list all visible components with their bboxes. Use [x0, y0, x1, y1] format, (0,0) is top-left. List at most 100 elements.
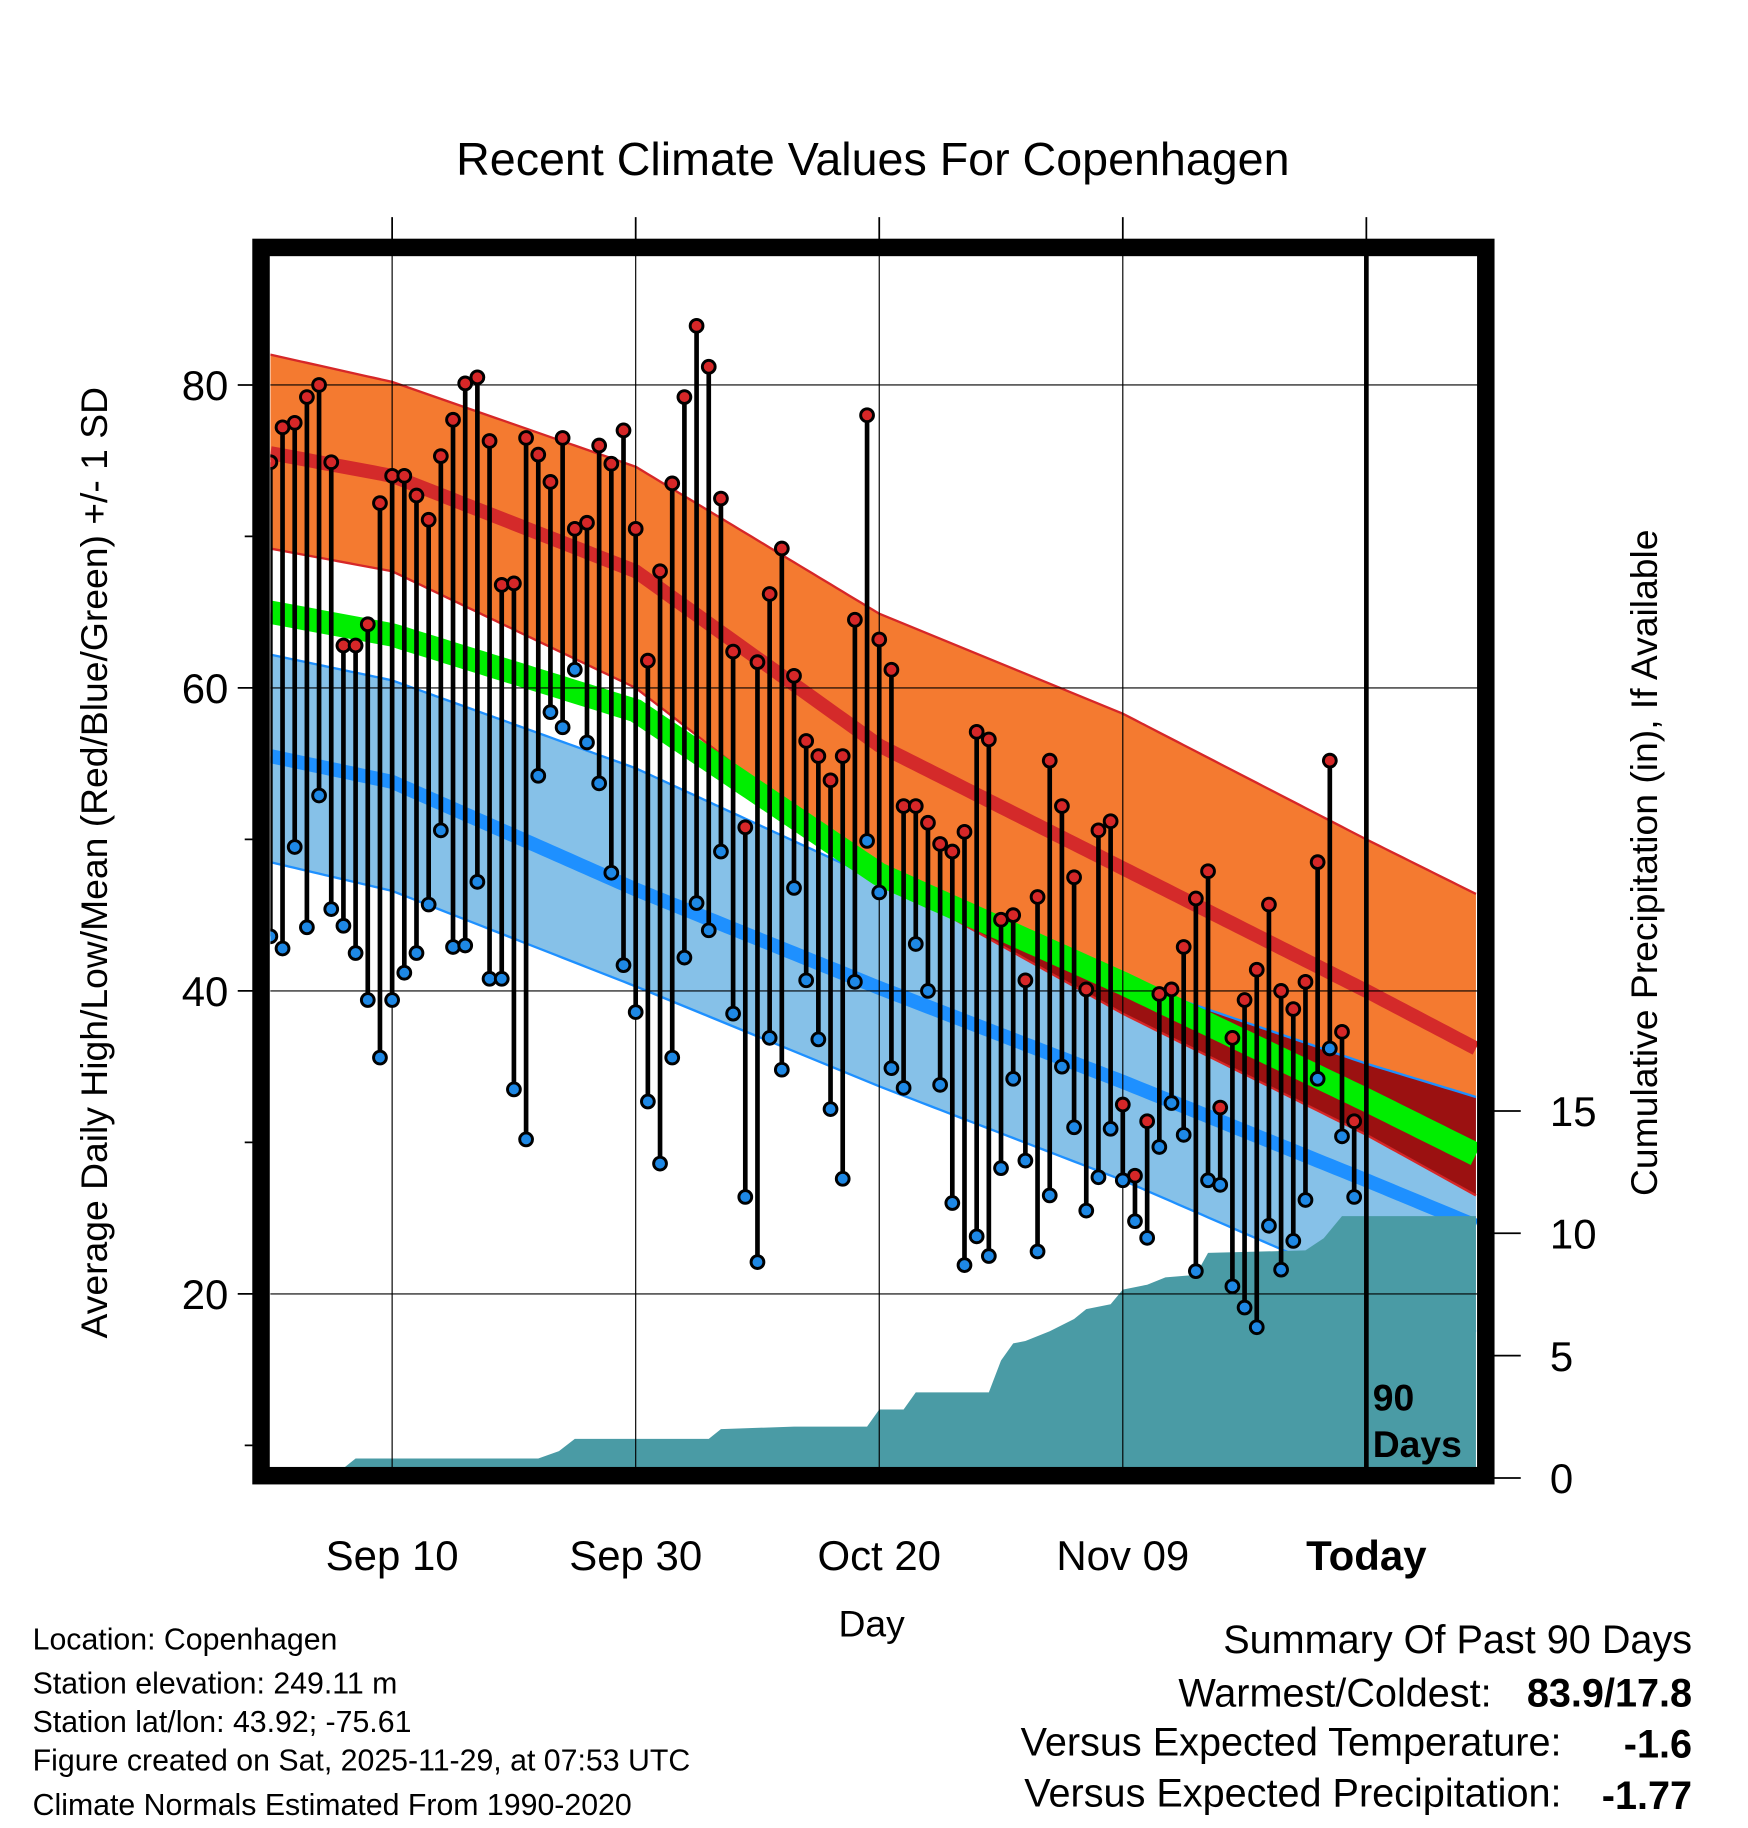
daily-low-point — [1334, 1128, 1350, 1145]
daily-low-point — [834, 1170, 851, 1187]
daily-low-point — [786, 880, 802, 896]
normal-high-line — [270, 446, 1478, 1055]
daily-high-point — [847, 611, 863, 628]
precipitation-area — [342, 1216, 1476, 1469]
daily-low-point — [956, 1257, 973, 1273]
x-tick-label: Oct 20 — [817, 1532, 941, 1579]
daily-high-point — [530, 446, 547, 463]
daily-high-point — [761, 586, 778, 602]
daily-low-point — [968, 1228, 985, 1245]
daily-low-point — [1017, 1152, 1034, 1169]
daily-high-point — [1297, 973, 1314, 990]
daily-high-point — [834, 748, 851, 764]
daily-high-point — [1090, 822, 1107, 839]
daily-high-point — [396, 467, 413, 484]
daily-high-point — [445, 411, 461, 428]
y2-tick-label: 5 — [1550, 1333, 1573, 1380]
daily-low-point — [883, 1060, 900, 1077]
daily-low-point — [944, 1195, 961, 1211]
x-tick-label: Sep 10 — [326, 1532, 459, 1579]
daily-low-point — [1102, 1120, 1119, 1137]
y-tick-label: 60 — [182, 665, 229, 712]
daily-high-point — [1066, 869, 1082, 886]
daily-low-point — [347, 945, 364, 961]
daily-high-point — [859, 407, 875, 424]
daily-low-point — [822, 1101, 839, 1117]
daily-high-point — [1127, 1167, 1143, 1184]
daily-high-point — [1054, 798, 1070, 814]
y-tick-label: 80 — [182, 362, 229, 409]
daily-high-point — [1041, 752, 1058, 769]
daily-high-point — [1102, 813, 1119, 830]
daily-high-point — [871, 631, 888, 648]
daily-low-point — [311, 787, 327, 804]
daily-high-point — [408, 487, 425, 504]
warmest-value: 83.9/17.8 — [1527, 1671, 1692, 1715]
daily-low-point — [408, 945, 425, 961]
daily-low-point — [847, 973, 863, 990]
normals-text: Climate Normals Estimated From 1990-2020 — [33, 1789, 632, 1822]
daily-low-point — [274, 940, 291, 957]
daily-high-point — [1334, 1023, 1350, 1040]
daily-high-point — [700, 358, 717, 375]
daily-high-point — [1236, 992, 1253, 1008]
y-tick-label: 20 — [182, 1271, 229, 1318]
daily-high-point — [1175, 939, 1192, 955]
daily-low-point — [396, 964, 413, 981]
daily-high-point — [640, 652, 656, 669]
daily-low-point — [1127, 1213, 1143, 1230]
daily-low-point — [980, 1248, 997, 1264]
daily-low-point — [1261, 1217, 1277, 1234]
temp-anomaly-value: -1.6 — [1624, 1723, 1692, 1767]
daily-high-point — [432, 448, 449, 465]
daily-high-point — [956, 823, 973, 840]
daily-high-point — [1261, 896, 1277, 913]
daily-high-point — [1321, 752, 1338, 769]
daily-low-point — [688, 895, 705, 911]
daily-low-point — [1066, 1119, 1082, 1136]
y2-tick-label: 15 — [1550, 1088, 1597, 1135]
daily-high-point — [1017, 972, 1034, 989]
today-tick-label: Today — [1306, 1532, 1427, 1579]
daily-low-point — [640, 1093, 656, 1110]
daily-low-point — [420, 896, 437, 913]
daily-low-point — [749, 1254, 766, 1270]
daily-high-point — [420, 511, 437, 528]
daily-high-point — [469, 369, 486, 386]
daily-high-point — [1200, 863, 1216, 880]
daily-low-point — [859, 833, 875, 849]
daily-low-point — [1054, 1058, 1070, 1075]
y-axis-label: Average Daily High/Low/Mean (Red/Blue/Gr… — [73, 387, 115, 1338]
x-axis-label: Day — [839, 1603, 906, 1645]
daily-low-point — [725, 1005, 741, 1022]
daily-high-point — [725, 643, 741, 660]
elevation-text: Station elevation: 249.11 m — [33, 1668, 398, 1701]
daily-low-point — [1187, 1263, 1204, 1280]
daily-high-point — [749, 654, 766, 671]
daily-high-point — [542, 474, 559, 490]
daily-low-point — [469, 873, 486, 890]
daily-high-point — [652, 563, 668, 580]
daily-low-point — [335, 917, 352, 934]
created-text: Figure created on Sat, 2025-11-29, at 07… — [33, 1745, 691, 1778]
daily-high-point — [481, 433, 498, 449]
daily-high-point — [944, 843, 961, 860]
daily-low-point — [1078, 1202, 1095, 1219]
daily-low-point — [810, 1031, 827, 1048]
daily-high-point — [1224, 1030, 1241, 1046]
daily-low-point — [603, 864, 620, 881]
daily-low-point — [1297, 1192, 1314, 1208]
daily-high-point — [1248, 961, 1265, 978]
daily-high-point — [980, 731, 997, 748]
daily-low-point — [323, 901, 340, 917]
precip-anomaly-value: -1.77 — [1602, 1774, 1692, 1818]
axes: 20 40 60 80 0 5 10 15 Sep 10 Sep 30 Oct 20 Nov 09 To… — [182, 217, 1597, 1579]
daily-high-point — [688, 317, 705, 334]
chart-title: Recent Climate Values For Copenhagen — [456, 133, 1289, 185]
x-tick-label: Sep 30 — [569, 1532, 702, 1579]
daily-high-point — [615, 422, 632, 439]
normal-mean-line — [270, 600, 1478, 1165]
daily-low-point — [506, 1081, 522, 1098]
daily-low-point — [615, 957, 632, 974]
